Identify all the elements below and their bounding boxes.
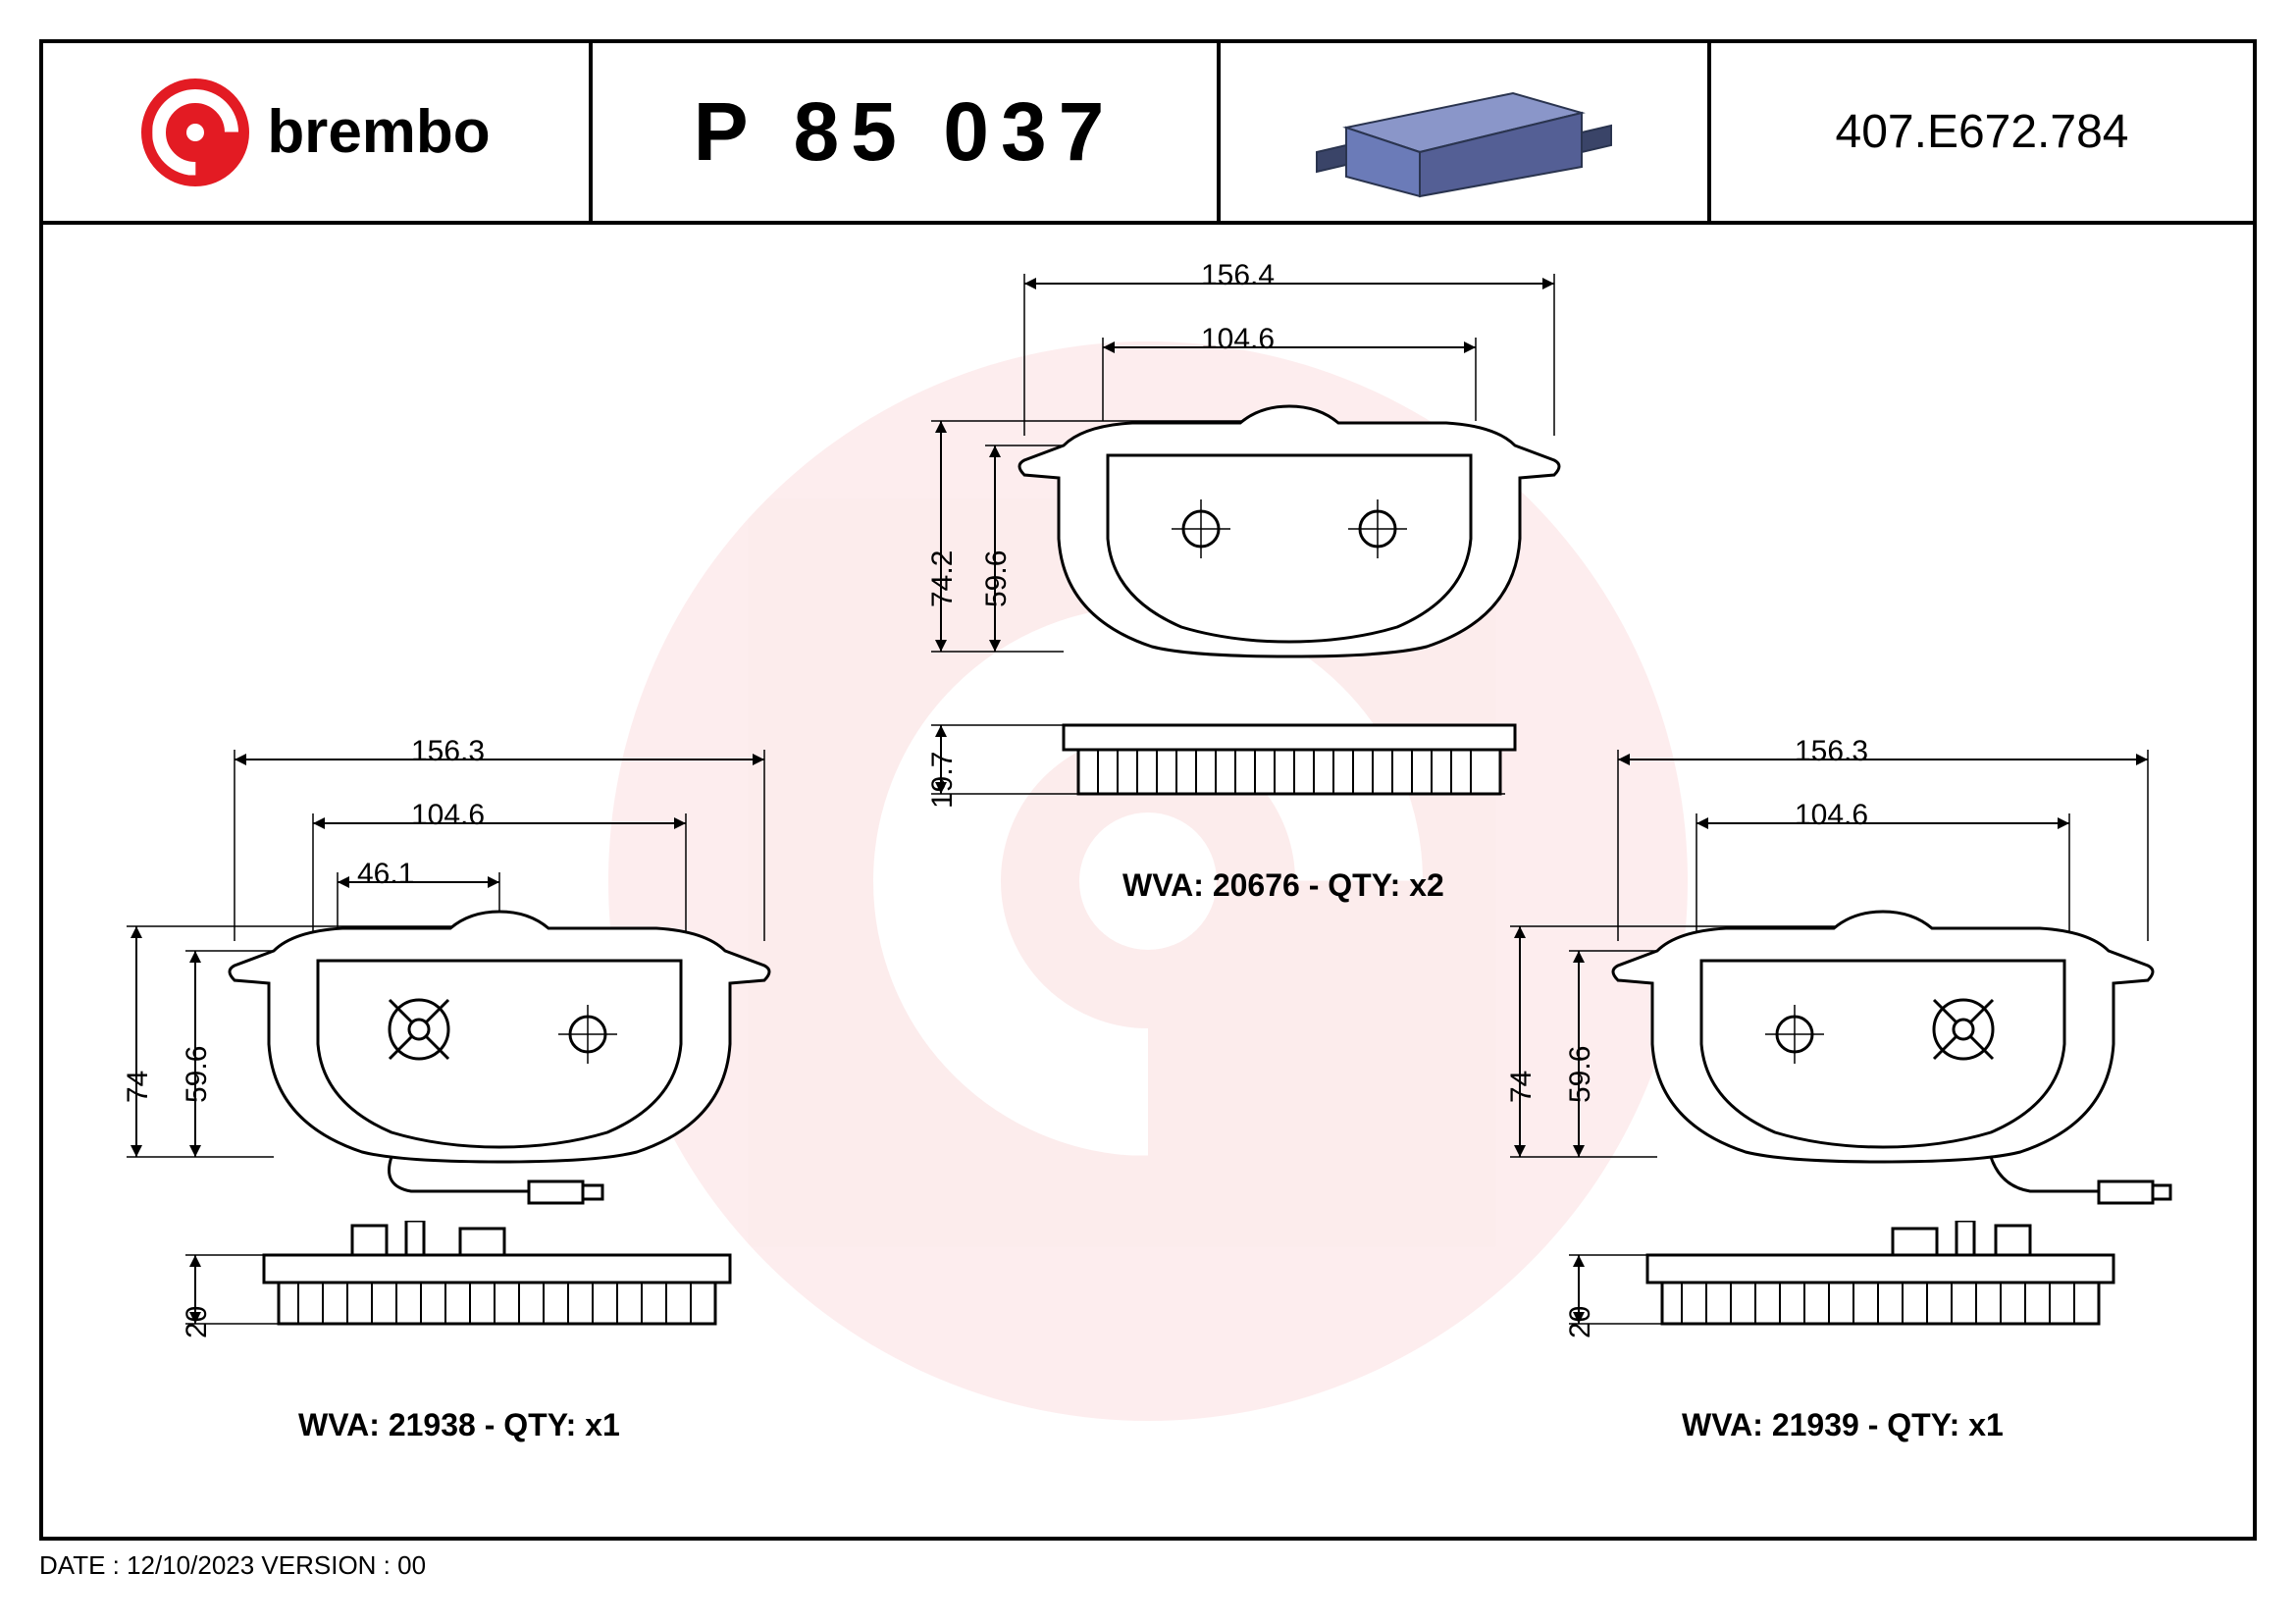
brembo-logo-icon: [141, 79, 249, 186]
reference-number: 407.E672.784: [1836, 105, 2129, 159]
footer-date: DATE : 12/10/2023 VERSION : 00: [39, 1550, 426, 1581]
part-number: P 85 037: [694, 84, 1117, 180]
drawing-body: 156.4 104.6 74.2 59.6 19.7: [43, 225, 2253, 1537]
dim-thickness: 19.7: [926, 752, 960, 809]
pad-top: 156.4 104.6 74.2 59.6 19.7: [916, 264, 1584, 813]
wva-label-top: WVA: 20676 - QTY: x2: [1122, 867, 1444, 904]
pad-top-side: [916, 706, 1584, 813]
pad-left: 156.3 104.6 46.1 74 59.6 20: [127, 740, 794, 1348]
part-number-cell: P 85 037: [593, 43, 1221, 221]
dim-height-outer: 74: [1505, 1071, 1539, 1103]
dim-width-outer: 156.4: [1201, 259, 1275, 292]
dim-thickness: 20: [181, 1306, 214, 1338]
pad-right-side: [1510, 1221, 2177, 1348]
render-cell: [1221, 43, 1711, 221]
drawing-frame: brembo P 85 037 407.E672.784: [39, 39, 2257, 1541]
dim-width-sensor: 46.1: [357, 858, 414, 891]
dim-width-inner: 104.6: [1795, 799, 1868, 832]
dim-width-outer: 156.3: [1795, 735, 1868, 768]
pad-left-side: [127, 1221, 794, 1348]
dim-height-outer: 74: [122, 1071, 155, 1103]
header-row: brembo P 85 037 407.E672.784: [43, 43, 2253, 225]
pad-right: 156.3 104.6 74 59.6 20: [1510, 740, 2177, 1348]
logo-cell: brembo: [43, 43, 593, 221]
dim-height-outer: 74.2: [926, 550, 960, 607]
brand-name: brembo: [267, 97, 490, 167]
wva-label-left: WVA: 21938 - QTY: x1: [298, 1407, 620, 1443]
brake-pad-3d-icon: [1307, 59, 1621, 206]
dim-width-outer: 156.3: [411, 735, 485, 768]
dim-thickness: 20: [1564, 1306, 1597, 1338]
wva-label-right: WVA: 21939 - QTY: x1: [1682, 1407, 2004, 1443]
dim-height-inner: 59.6: [980, 550, 1014, 607]
dim-width-inner: 104.6: [1201, 323, 1275, 356]
dim-width-inner: 104.6: [411, 799, 485, 832]
dim-height-inner: 59.6: [1564, 1046, 1597, 1103]
dim-height-inner: 59.6: [181, 1046, 214, 1103]
reference-cell: 407.E672.784: [1711, 43, 2253, 221]
